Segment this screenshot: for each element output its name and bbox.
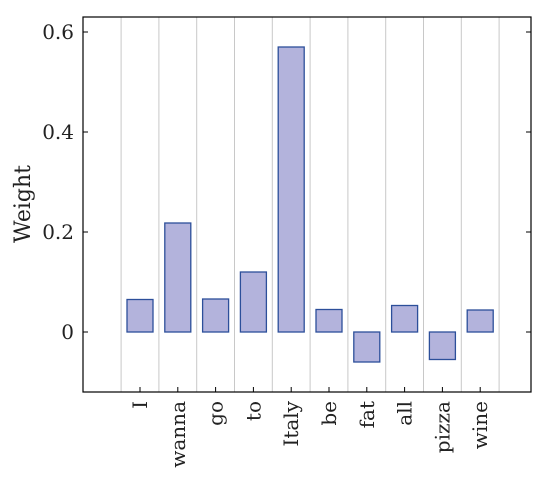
bar-all (390, 304, 419, 333)
x-tick-label-fat: fat (355, 401, 379, 428)
x-tick-label-italy: Italy (279, 400, 303, 446)
x-tick-label-i: I (128, 401, 152, 409)
x-tick-label-to: to (241, 401, 265, 421)
bar-i (126, 298, 154, 333)
y-tick-label: 0.6 (42, 20, 74, 44)
bar-fat (353, 331, 381, 363)
bar-pizza (428, 331, 457, 361)
x-tick-label-wanna: wanna (166, 401, 190, 468)
x-tick-label-go: go (204, 401, 228, 426)
bars (126, 46, 494, 363)
x-tick-label-pizza: pizza (430, 401, 454, 453)
bar-to (239, 271, 268, 333)
y-tick-label: 0.4 (42, 120, 74, 144)
bar-wanna (164, 222, 192, 333)
y-tick-label: 0 (61, 320, 74, 344)
axes (82, 16, 532, 393)
bar-wine (466, 309, 494, 333)
grid-lines (120, 17, 500, 392)
x-tick-label-be: be (317, 401, 341, 426)
x-tick-label-all: all (393, 401, 417, 426)
plot-frame (82, 16, 532, 393)
y-tick-label: 0.2 (42, 220, 74, 244)
bar-go (201, 298, 230, 333)
x-tick-label-wine: wine (468, 401, 492, 449)
bar-be (315, 308, 343, 333)
y-tick-labels: 0 0.2 0.4 0.6 (42, 20, 74, 344)
y-axis-label: Weight (11, 165, 36, 243)
bar-italy (277, 46, 305, 333)
